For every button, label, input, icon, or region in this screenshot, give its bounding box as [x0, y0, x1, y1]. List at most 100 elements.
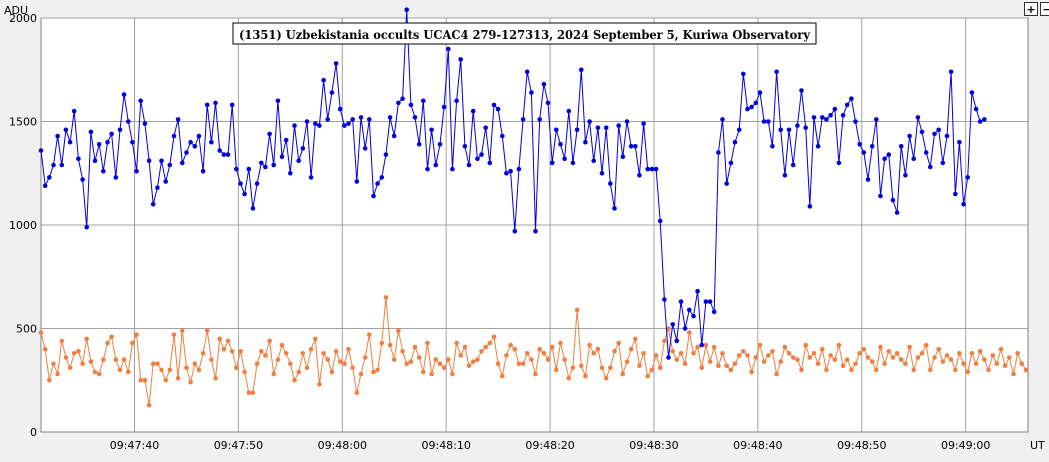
data-point: [188, 139, 193, 145]
data-point: [973, 361, 979, 367]
data-point: [529, 357, 534, 362]
data-point: [184, 150, 189, 155]
data-point: [874, 367, 879, 373]
data-point: [770, 349, 775, 354]
data-point: [653, 166, 659, 172]
data-point: [533, 228, 538, 234]
data-point: [633, 144, 638, 149]
x-tick-label: 09:48:10: [421, 439, 470, 452]
data-point: [923, 342, 929, 348]
data-point: [470, 108, 476, 114]
data-point: [903, 361, 908, 367]
data-point: [753, 355, 759, 360]
x-axis: 09:47:40 09:47:50 09:48:00 09:48:10 09:48:20…: [110, 439, 991, 452]
data-point: [645, 373, 650, 379]
data-point: [313, 121, 318, 126]
data-point: [92, 158, 98, 164]
data-point: [699, 342, 705, 348]
data-point: [400, 96, 405, 101]
zoom-out-button[interactable]: −: [1040, 2, 1049, 16]
data-point: [608, 181, 613, 186]
data-point: [429, 127, 434, 133]
data-point: [321, 77, 326, 83]
data-point: [416, 355, 422, 360]
data-point: [134, 168, 139, 174]
data-point: [47, 378, 52, 383]
data-point: [928, 367, 933, 373]
data-point: [483, 344, 489, 350]
data-point: [953, 191, 958, 197]
data-point: [529, 90, 534, 95]
data-point: [512, 346, 518, 352]
data-point: [391, 357, 397, 362]
data-point: [229, 349, 235, 354]
data-point: [982, 117, 987, 122]
data-point: [795, 123, 800, 128]
data-point: [745, 106, 750, 112]
data-point: [857, 142, 862, 147]
data-point: [88, 359, 94, 364]
data-point: [741, 349, 746, 354]
data-point: [595, 125, 601, 130]
data-point: [134, 332, 139, 338]
data-point: [545, 357, 551, 362]
data-point: [936, 127, 941, 133]
data-point: [495, 106, 501, 112]
data-point: [96, 142, 102, 147]
data-point: [288, 171, 293, 176]
data-point: [441, 104, 447, 110]
data-point: [159, 367, 164, 373]
data-point: [155, 185, 160, 190]
data-point: [778, 359, 783, 364]
data-point: [832, 357, 838, 362]
data-point: [587, 119, 592, 124]
data-point: [142, 121, 148, 126]
data-point: [516, 166, 522, 172]
data-point: [849, 367, 854, 373]
data-point: [599, 171, 605, 176]
data-point: [500, 373, 505, 379]
data-point: [562, 156, 567, 162]
data-point: [250, 390, 256, 396]
data-point: [238, 181, 243, 186]
x-tick-label: 09:47:50: [214, 439, 263, 452]
data-point: [840, 363, 846, 369]
data-point: [130, 139, 135, 145]
data-point: [579, 363, 584, 369]
data-point: [146, 158, 152, 164]
data-point: [670, 322, 675, 327]
data-point: [953, 367, 958, 373]
data-point: [279, 154, 285, 159]
data-point: [508, 342, 513, 348]
data-point: [121, 92, 127, 97]
y-tick-label: 0: [30, 426, 37, 439]
data-point: [204, 102, 210, 108]
data-point: [76, 156, 81, 162]
data-point: [184, 365, 189, 371]
data-point: [766, 119, 771, 124]
data-point: [711, 344, 717, 350]
data-point: [678, 299, 684, 304]
data-point: [279, 342, 285, 348]
data-point: [1011, 371, 1016, 377]
data-point: [965, 369, 970, 375]
data-point: [982, 357, 987, 362]
data-point: [292, 123, 297, 128]
data-point: [674, 357, 680, 362]
data-point: [192, 361, 198, 367]
data-point: [300, 351, 306, 356]
data-point: [936, 346, 941, 352]
data-point: [977, 119, 983, 124]
data-point: [225, 338, 231, 344]
data-point: [163, 378, 168, 383]
data-point: [911, 156, 916, 162]
data-point: [545, 100, 551, 106]
data-point: [113, 357, 119, 362]
data-point: [720, 351, 725, 356]
data-point: [695, 344, 700, 350]
data-point: [167, 367, 173, 373]
data-point: [516, 361, 522, 367]
zoom-in-button[interactable]: +: [1024, 2, 1038, 16]
data-point: [288, 361, 293, 367]
data-point: [628, 144, 634, 149]
